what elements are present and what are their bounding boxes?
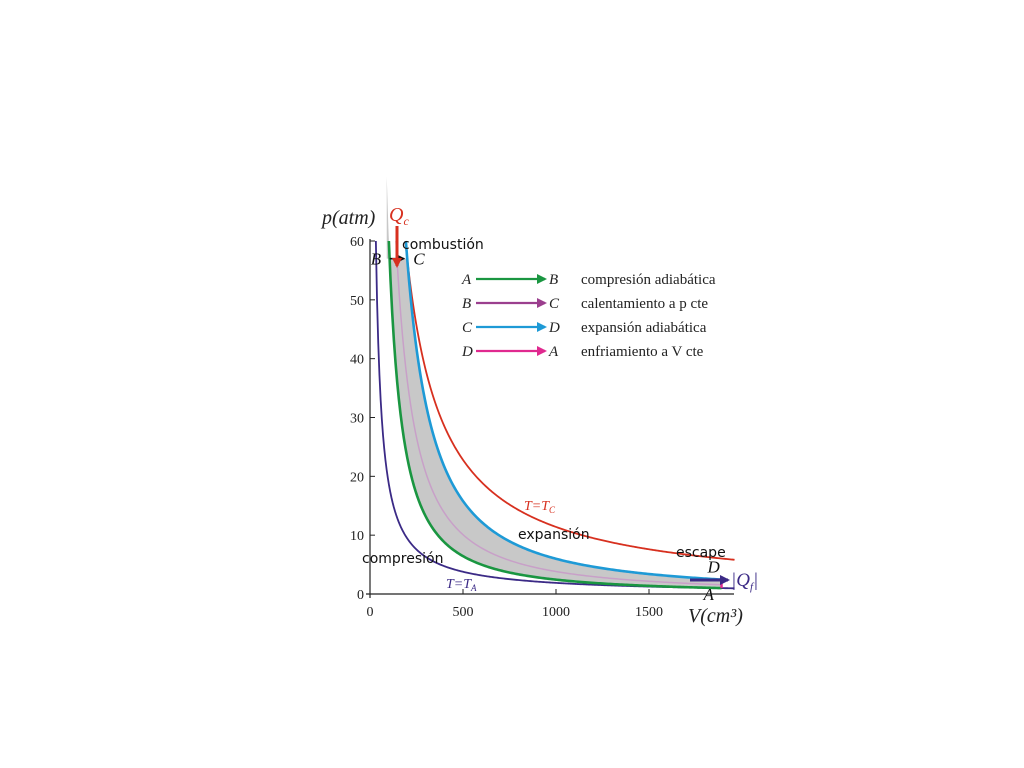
y-tick-label: 50 — [350, 294, 364, 309]
point-a-label: A — [703, 585, 715, 604]
x-ticks: 0 500 1000 1500 — [367, 589, 663, 620]
x-tick-label: 500 — [453, 605, 474, 620]
legend-from-label: C — [462, 320, 473, 336]
y-axis-label: p(atm) — [320, 207, 376, 229]
y-tick-label: 0 — [357, 588, 364, 603]
y-tick-label: 60 — [350, 235, 364, 250]
qc-label: Qc — [389, 204, 409, 228]
y-tick-label: 10 — [350, 529, 364, 544]
point-c-label: C — [413, 250, 425, 269]
point-b-label: B — [371, 250, 382, 269]
y-ticks: 0 10 20 30 40 50 60 — [350, 235, 375, 603]
y-tick-label: 40 — [350, 353, 364, 368]
x-tick-label: 1000 — [542, 605, 570, 620]
isotherm-tc-label: T=TC — [524, 499, 556, 515]
compression-label: compresión — [362, 551, 443, 567]
legend-text: calentamiento a p cte — [581, 296, 708, 312]
legend-text: compresión adiabática — [581, 272, 716, 288]
legend-from-label: D — [461, 344, 473, 360]
legend-to-label: D — [548, 320, 560, 336]
expansion-label: expansión — [518, 527, 590, 543]
legend-to-label: B — [549, 272, 558, 288]
y-tick-label: 30 — [350, 412, 364, 427]
x-axis-label: V(cm³) — [688, 605, 743, 627]
y-tick-label: 20 — [350, 470, 364, 485]
isotherm-tc-curve — [404, 240, 735, 561]
x-tick-label: 0 — [367, 605, 374, 620]
qf-label: |Qf| — [731, 570, 758, 593]
legend-from-label: B — [462, 296, 471, 312]
combustion-label: combustión — [402, 237, 484, 253]
adiabat-cd-curve — [404, 240, 722, 581]
adiabat-ab-curve — [387, 240, 722, 590]
legend-to-label: A — [548, 344, 559, 360]
legend-text: enfriamiento a V cte — [581, 344, 704, 360]
x-tick-label: 1500 — [635, 605, 663, 620]
legend-to-label: C — [549, 296, 560, 312]
point-d-label: D — [707, 557, 721, 576]
isotherm-ta-label: T=TA — [446, 577, 477, 593]
escape-label: escape — [676, 545, 726, 561]
mid-curve — [395, 240, 722, 586]
legend-from-label: A — [461, 272, 472, 288]
legend-text: expansión adiabática — [581, 320, 707, 336]
